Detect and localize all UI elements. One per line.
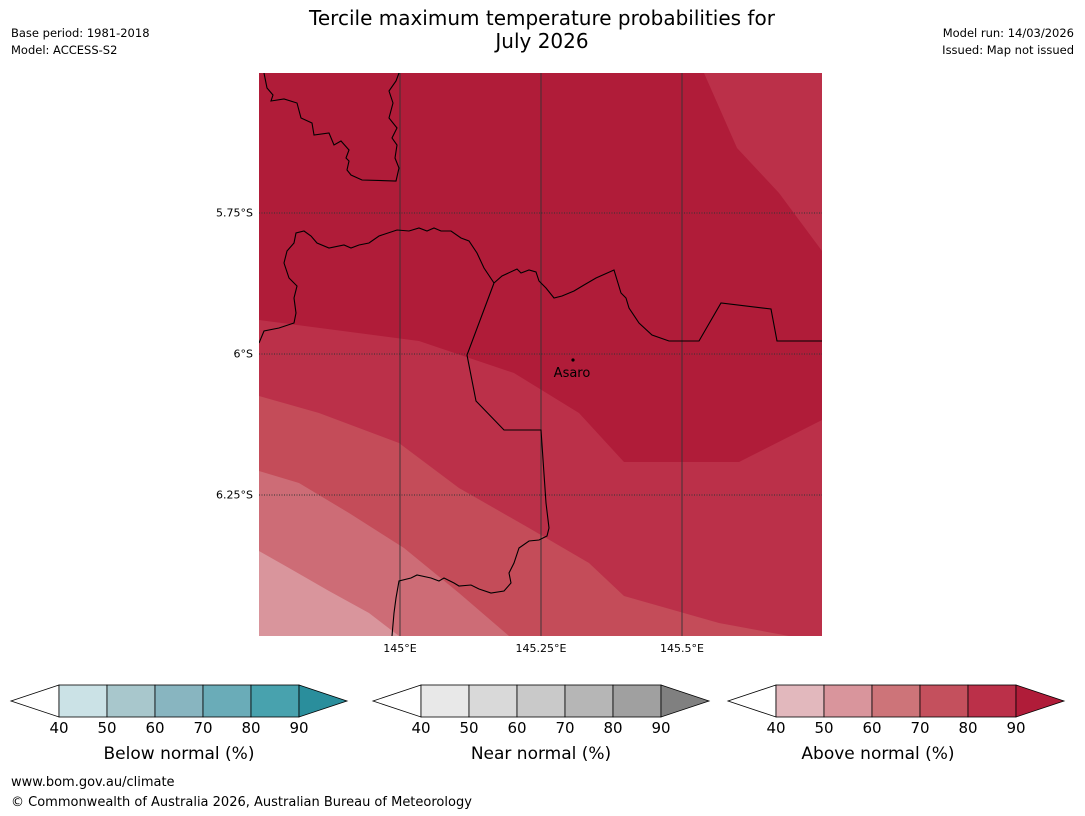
colorbar-near xyxy=(371,684,711,718)
lon-label-145: 145°E xyxy=(383,642,417,655)
probability-map[interactable]: Asaro xyxy=(259,73,822,636)
colorbar-cell xyxy=(871,684,921,718)
lon-label-145-5: 145.5°E xyxy=(660,642,704,655)
title-line-1: Tercile maximum temperature probabilitie… xyxy=(309,6,775,30)
zone-above-80-northeast xyxy=(704,73,822,251)
colorbar-cell xyxy=(202,684,252,718)
legend-above-caption: Above normal (%) xyxy=(801,744,955,764)
issued-text: Issued: Map not issued xyxy=(942,43,1074,57)
colorbar-cell xyxy=(250,684,300,718)
legend-below-caption: Below normal (%) xyxy=(103,744,255,764)
header-left-info: Base period: 1981-2018 Model: ACCESS-S2 xyxy=(11,25,150,59)
tick: 40 xyxy=(49,719,69,737)
lon-label-145-25: 145.25°E xyxy=(515,642,567,655)
colorbar-under-triangle xyxy=(371,684,422,718)
lat-label-6-25: 6.25°S xyxy=(216,488,253,502)
lat-label-5-75: 5.75°S xyxy=(216,206,253,220)
boundary-northwest xyxy=(263,73,400,182)
tick: 50 xyxy=(97,719,117,737)
legend-below-ticks: 40 50 60 70 80 90 xyxy=(10,719,350,739)
graticule xyxy=(259,73,822,636)
tick: 80 xyxy=(603,719,623,737)
tick: 90 xyxy=(1006,719,1026,737)
colorbar-cell xyxy=(58,684,108,718)
province-boundaries xyxy=(259,73,822,636)
colorbar-over-triangle xyxy=(660,684,711,718)
colorbar-cell xyxy=(823,684,873,718)
legend-above-normal: 40 50 60 70 80 90 Above normal (%) xyxy=(726,684,1067,764)
colorbar-cell xyxy=(564,684,614,718)
tick: 60 xyxy=(862,719,882,737)
boundary-southern xyxy=(391,282,550,636)
tick: 60 xyxy=(145,719,165,737)
model-run-text: Model run: 14/03/2026 xyxy=(942,26,1074,40)
town-label-asaro: Asaro xyxy=(554,366,591,381)
tick: 90 xyxy=(289,719,309,737)
colorbar-cell xyxy=(106,684,156,718)
colorbar-under-triangle xyxy=(726,684,777,718)
tick: 70 xyxy=(910,719,930,737)
footer-copyright: © Commonwealth of Australia 2026, Austra… xyxy=(11,795,472,810)
colorbar-cell xyxy=(612,684,662,718)
tick: 70 xyxy=(555,719,575,737)
base-period-text: Base period: 1981-2018 xyxy=(11,26,150,40)
tick: 80 xyxy=(958,719,978,737)
colorbar-over-triangle xyxy=(298,684,349,718)
colorbar-above xyxy=(726,684,1066,718)
legend-below-normal: 40 50 60 70 80 90 Below normal (%) xyxy=(9,684,350,764)
title-line-2: July 2026 xyxy=(495,29,589,53)
lat-label-6: 6°S xyxy=(233,347,253,361)
boundary-southwest-upper xyxy=(259,227,495,344)
colorbar-below xyxy=(9,684,349,718)
colorbar-cell xyxy=(420,684,470,718)
tick: 40 xyxy=(766,719,786,737)
legend-near-caption: Near normal (%) xyxy=(470,744,612,764)
legend-above-ticks: 40 50 60 70 80 90 xyxy=(727,719,1067,739)
map-canvas: Asaro xyxy=(259,73,822,636)
colorbar-over-triangle xyxy=(1015,684,1066,718)
town-marker-asaro[interactable] xyxy=(571,358,575,362)
colorbar-cell xyxy=(154,684,204,718)
page-title: Tercile maximum temperature probabilitie… xyxy=(242,7,842,53)
zone-above-50 xyxy=(259,551,399,636)
legend-near-normal: 40 50 60 70 80 90 Near normal (%) xyxy=(371,684,712,764)
tick: 70 xyxy=(193,719,213,737)
colorbar-under-triangle xyxy=(9,684,60,718)
tick: 60 xyxy=(507,719,527,737)
header-right-info: Model run: 14/03/2026 Issued: Map not is… xyxy=(942,25,1074,59)
tick: 50 xyxy=(814,719,834,737)
legend-near-ticks: 40 50 60 70 80 90 xyxy=(372,719,712,739)
tick: 40 xyxy=(411,719,431,737)
colorbar-cell xyxy=(516,684,566,718)
colorbar-cell xyxy=(775,684,825,718)
tick: 90 xyxy=(651,719,671,737)
colorbar-cell xyxy=(468,684,518,718)
colorbar-cell xyxy=(967,684,1017,718)
colorbar-cell xyxy=(919,684,969,718)
boundary-northeast xyxy=(493,268,822,342)
footer-url[interactable]: www.bom.gov.au/climate xyxy=(11,775,175,790)
tick: 80 xyxy=(241,719,261,737)
model-text: Model: ACCESS-S2 xyxy=(11,43,118,57)
tick: 50 xyxy=(459,719,479,737)
